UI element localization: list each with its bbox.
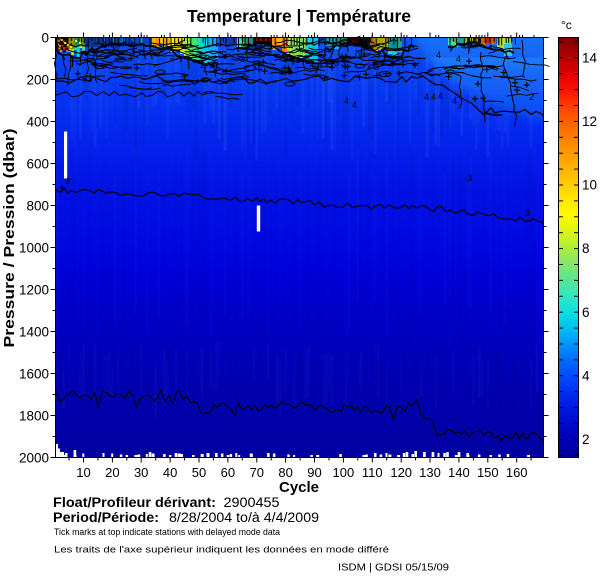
svg-text:400: 400	[26, 114, 49, 129]
svg-text:4: 4	[438, 91, 443, 101]
svg-text:4: 4	[431, 92, 436, 102]
svg-text:3: 3	[467, 173, 472, 183]
svg-text:Pressure / Pression (dbar): Pressure / Pression (dbar)	[2, 128, 18, 347]
svg-text:3: 3	[525, 208, 530, 218]
svg-text:Temperature | Température: Temperature | Température	[187, 6, 411, 26]
svg-text:2: 2	[210, 60, 215, 70]
svg-text:4: 4	[436, 50, 441, 60]
svg-text:8/28/2004 to/à 4/4/2009: 8/28/2004 to/à 4/4/2009	[169, 510, 319, 525]
svg-text:10: 10	[76, 465, 90, 480]
svg-text:0: 0	[355, 50, 360, 60]
svg-text:110: 110	[362, 465, 383, 480]
svg-text:6: 6	[582, 305, 590, 320]
svg-text:80: 80	[278, 465, 292, 480]
svg-text:800: 800	[26, 198, 49, 213]
svg-text:20: 20	[105, 465, 119, 480]
svg-text:ISDM | GDSI 05/15/09: ISDM | GDSI 05/15/09	[338, 562, 449, 574]
svg-text:4: 4	[352, 100, 357, 110]
svg-text:Cycle: Cycle	[279, 479, 319, 496]
svg-text:4: 4	[582, 368, 590, 383]
svg-text:2: 2	[582, 432, 590, 447]
svg-text:4: 4	[361, 50, 366, 60]
svg-text:150: 150	[477, 465, 499, 480]
svg-text:70: 70	[250, 465, 264, 480]
svg-text:40: 40	[163, 465, 177, 480]
svg-text:2000: 2000	[19, 450, 49, 465]
svg-text:Float/Profileur dérivant:: Float/Profileur dérivant:	[53, 495, 216, 510]
svg-text:0: 0	[41, 30, 49, 45]
svg-text:4: 4	[452, 96, 457, 106]
svg-text:2900455: 2900455	[224, 495, 280, 510]
svg-text:50: 50	[192, 465, 206, 480]
svg-text:10: 10	[582, 178, 597, 193]
svg-text:12: 12	[582, 114, 597, 129]
svg-text:3: 3	[240, 54, 245, 64]
svg-text:100: 100	[333, 465, 355, 480]
svg-text:160: 160	[506, 465, 528, 480]
svg-text:2: 2	[529, 92, 534, 102]
svg-text:60: 60	[221, 465, 235, 480]
svg-text:1400: 1400	[19, 324, 49, 339]
svg-text:1200: 1200	[19, 282, 49, 297]
svg-text:90: 90	[307, 465, 321, 480]
svg-text:600: 600	[26, 156, 49, 171]
svg-text:14: 14	[582, 50, 598, 65]
svg-text:3: 3	[366, 62, 371, 72]
svg-text:1000: 1000	[19, 240, 49, 255]
svg-text:1800: 1800	[19, 408, 49, 423]
svg-text:1600: 1600	[19, 366, 49, 381]
svg-text:130: 130	[419, 465, 441, 480]
svg-text:Period/Période:: Period/Période:	[53, 510, 159, 525]
svg-text:120: 120	[390, 465, 412, 480]
svg-text:140: 140	[448, 465, 470, 480]
svg-text:4: 4	[344, 96, 349, 106]
svg-text:2: 2	[200, 60, 205, 70]
svg-text:°c: °c	[561, 18, 572, 32]
svg-text:200: 200	[26, 72, 49, 87]
svg-text:3: 3	[305, 56, 310, 66]
svg-text:Tick marks at top indicate sta: Tick marks at top indicate stations with…	[54, 527, 281, 538]
svg-text:4: 4	[424, 92, 429, 102]
svg-text:3: 3	[334, 58, 339, 68]
svg-text:4: 4	[456, 54, 461, 64]
svg-text:3: 3	[341, 58, 346, 68]
svg-text:Les traits de l'axe supérieur: Les traits de l'axe supérieur indiquent …	[54, 545, 389, 556]
svg-text:3: 3	[65, 176, 70, 186]
svg-text:8: 8	[582, 241, 590, 256]
svg-text:30: 30	[134, 465, 148, 480]
svg-text:3: 3	[374, 62, 379, 72]
